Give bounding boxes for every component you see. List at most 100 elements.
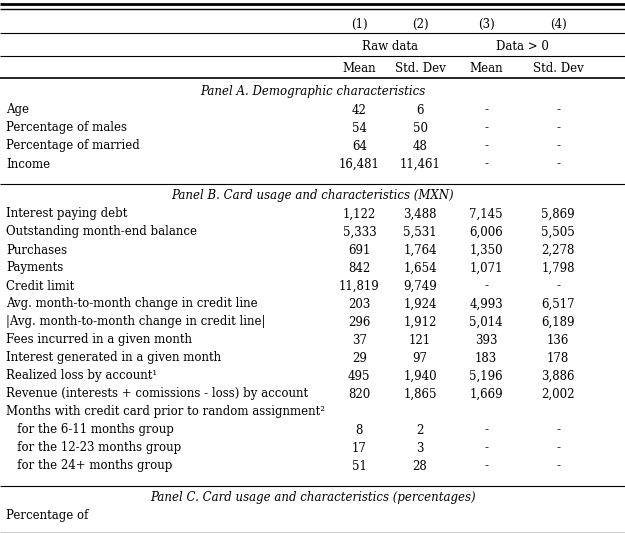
Text: -: -: [484, 157, 488, 171]
Text: |Avg. month-to-month change in credit line|: |Avg. month-to-month change in credit li…: [6, 316, 266, 328]
Text: 11,819: 11,819: [339, 279, 380, 293]
Text: Mean: Mean: [469, 61, 503, 75]
Text: Percentage of males: Percentage of males: [6, 122, 127, 134]
Text: 17: 17: [352, 441, 367, 455]
Text: 393: 393: [475, 334, 498, 346]
Text: 178: 178: [547, 351, 569, 365]
Text: 2: 2: [416, 424, 424, 437]
Text: 691: 691: [348, 244, 371, 256]
Text: -: -: [556, 103, 560, 117]
Text: 1,865: 1,865: [403, 387, 437, 400]
Text: (3): (3): [478, 18, 494, 30]
Text: 5,333: 5,333: [342, 225, 376, 238]
Text: Realized loss by account¹: Realized loss by account¹: [6, 369, 158, 383]
Text: 296: 296: [348, 316, 371, 328]
Text: 3,488: 3,488: [403, 207, 437, 221]
Text: Data > 0: Data > 0: [496, 39, 549, 52]
Text: 1,350: 1,350: [469, 244, 503, 256]
Text: 51: 51: [352, 459, 367, 472]
Text: (4): (4): [550, 18, 566, 30]
Text: -: -: [556, 157, 560, 171]
Text: 2,278: 2,278: [541, 244, 575, 256]
Text: -: -: [556, 459, 560, 472]
Text: 842: 842: [348, 262, 371, 274]
Text: 5,869: 5,869: [541, 207, 575, 221]
Text: Std. Dev: Std. Dev: [394, 61, 446, 75]
Text: Purchases: Purchases: [6, 244, 68, 256]
Text: -: -: [556, 122, 560, 134]
Text: 5,014: 5,014: [469, 316, 503, 328]
Text: 5,531: 5,531: [403, 225, 437, 238]
Text: 1,940: 1,940: [403, 369, 437, 383]
Text: 121: 121: [409, 334, 431, 346]
Text: Panel A. Demographic characteristics: Panel A. Demographic characteristics: [200, 85, 425, 99]
Text: Fees incurred in a given month: Fees incurred in a given month: [6, 334, 192, 346]
Text: for the 6-11 months group: for the 6-11 months group: [6, 424, 174, 437]
Text: 6,517: 6,517: [541, 297, 575, 311]
Text: 1,071: 1,071: [469, 262, 503, 274]
Text: 1,912: 1,912: [403, 316, 437, 328]
Text: 8: 8: [356, 424, 363, 437]
Text: 495: 495: [348, 369, 371, 383]
Text: -: -: [484, 441, 488, 455]
Text: 54: 54: [352, 122, 367, 134]
Text: 4,993: 4,993: [469, 297, 503, 311]
Text: Outstanding month-end balance: Outstanding month-end balance: [6, 225, 198, 238]
Text: 6,189: 6,189: [541, 316, 575, 328]
Text: 1,924: 1,924: [403, 297, 437, 311]
Text: 6,006: 6,006: [469, 225, 503, 238]
Text: -: -: [556, 279, 560, 293]
Text: 64: 64: [352, 140, 367, 152]
Text: 1,122: 1,122: [342, 207, 376, 221]
Text: 48: 48: [412, 140, 428, 152]
Text: 6: 6: [416, 103, 424, 117]
Text: 9,749: 9,749: [403, 279, 437, 293]
Text: -: -: [484, 122, 488, 134]
Text: -: -: [556, 140, 560, 152]
Text: Percentage of: Percentage of: [6, 510, 89, 522]
Text: -: -: [556, 441, 560, 455]
Text: 29: 29: [352, 351, 367, 365]
Text: 1,669: 1,669: [469, 387, 503, 400]
Text: 50: 50: [412, 122, 428, 134]
Text: (2): (2): [412, 18, 428, 30]
Text: -: -: [484, 424, 488, 437]
Text: 136: 136: [547, 334, 569, 346]
Text: Revenue (interests + comissions - loss) by account: Revenue (interests + comissions - loss) …: [6, 387, 308, 400]
Text: 183: 183: [475, 351, 498, 365]
Text: -: -: [556, 424, 560, 437]
Text: 97: 97: [412, 351, 428, 365]
Text: Std. Dev: Std. Dev: [532, 61, 584, 75]
Text: 5,196: 5,196: [469, 369, 503, 383]
Text: Avg. month-to-month change in credit line: Avg. month-to-month change in credit lin…: [6, 297, 258, 311]
Text: -: -: [484, 103, 488, 117]
Text: Credit limit: Credit limit: [6, 279, 74, 293]
Text: Income: Income: [6, 157, 51, 171]
Text: Mean: Mean: [342, 61, 376, 75]
Text: 7,145: 7,145: [469, 207, 503, 221]
Text: for the 24+ months group: for the 24+ months group: [6, 459, 172, 472]
Text: Panel B. Card usage and characteristics (MXN): Panel B. Card usage and characteristics …: [171, 190, 454, 203]
Text: -: -: [484, 140, 488, 152]
Text: Payments: Payments: [6, 262, 64, 274]
Text: 5,505: 5,505: [541, 225, 575, 238]
Text: Interest paying debt: Interest paying debt: [6, 207, 127, 221]
Text: 11,461: 11,461: [399, 157, 441, 171]
Text: 1,764: 1,764: [403, 244, 437, 256]
Text: 1,798: 1,798: [541, 262, 575, 274]
Text: 1,654: 1,654: [403, 262, 437, 274]
Text: 28: 28: [412, 459, 428, 472]
Text: 16,481: 16,481: [339, 157, 380, 171]
Text: 203: 203: [348, 297, 371, 311]
Text: 3: 3: [416, 441, 424, 455]
Text: Raw data: Raw data: [362, 39, 418, 52]
Text: Panel C. Card usage and characteristics (percentages): Panel C. Card usage and characteristics …: [150, 491, 476, 505]
Text: -: -: [484, 459, 488, 472]
Text: (1): (1): [351, 18, 368, 30]
Text: Interest generated in a given month: Interest generated in a given month: [6, 351, 221, 365]
Text: Age: Age: [6, 103, 29, 117]
Text: 2,002: 2,002: [541, 387, 575, 400]
Text: -: -: [484, 279, 488, 293]
Text: for the 12-23 months group: for the 12-23 months group: [6, 441, 181, 455]
Text: 37: 37: [352, 334, 367, 346]
